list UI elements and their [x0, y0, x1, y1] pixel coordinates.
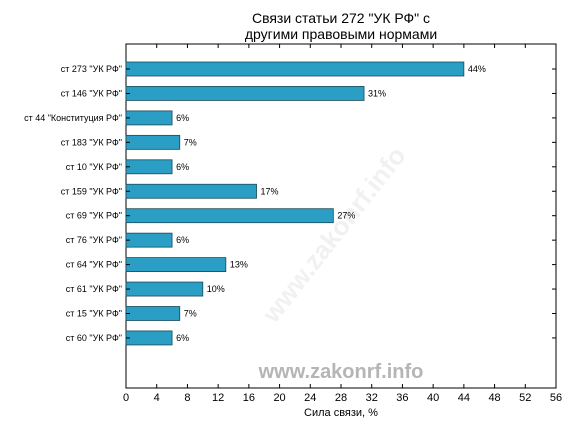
category-label: ст 44 "Конституция РФ": [24, 113, 122, 123]
value-label: 6%: [176, 235, 189, 245]
bar: [125, 281, 204, 297]
category-label: ст 64 "УК РФ": [66, 260, 122, 270]
value-label: 6%: [176, 162, 189, 172]
category-label: ст 15 "УК РФ": [66, 309, 122, 319]
x-tick-label: 48: [488, 392, 500, 404]
watermark-diagonal: www.zakonrf.info: [256, 141, 412, 329]
x-tick-label: 12: [212, 392, 224, 404]
chart-title-line: Связи статьи 272 "УК РФ" с: [252, 10, 430, 26]
x-tick-label: 24: [304, 392, 316, 404]
value-label: 10%: [207, 284, 225, 294]
x-tick-label: 32: [366, 392, 378, 404]
bar: [125, 134, 181, 150]
value-label: 7%: [184, 137, 197, 147]
x-axis-ticks: 0 4 8 12 16 20 24 28 32 36 40 44 48 52 56: [123, 44, 562, 404]
x-axis-title: Сила связи, %: [304, 407, 378, 419]
x-tick-label: 4: [154, 392, 160, 404]
bar: [125, 110, 173, 126]
x-tick-label: 44: [458, 392, 470, 404]
watermark: www.zakonrf.info: [258, 361, 424, 383]
bars-group: [125, 61, 465, 346]
x-tick-label: 40: [427, 392, 439, 404]
value-label: 7%: [184, 309, 197, 319]
bar: [125, 330, 173, 346]
bar: [125, 208, 334, 224]
category-label: ст 60 "УК РФ": [66, 333, 122, 343]
bar: [125, 306, 181, 321]
value-label: 44%: [468, 64, 486, 74]
category-labels: ст 273 "УК РФ" ст 146 "УК РФ" ст 44 "Конст…: [24, 64, 122, 343]
value-labels: 44% 31% 6% 7% 6% 17% 27% 6% 13% 10% 7% 6%: [176, 64, 486, 343]
x-tick-label: 52: [519, 392, 531, 404]
x-tick-label: 28: [335, 392, 347, 404]
x-tick-label: 0: [123, 392, 129, 404]
value-label: 6%: [176, 113, 189, 123]
category-label: ст 159 "УК РФ": [61, 186, 122, 196]
x-tick-label: 8: [184, 392, 190, 404]
x-tick-label: 20: [273, 392, 285, 404]
bar: [125, 232, 173, 248]
value-label: 31%: [368, 88, 386, 98]
value-label: 27%: [337, 211, 355, 221]
bar: [125, 61, 465, 77]
category-label: ст 10 "УК РФ": [66, 162, 122, 172]
x-tick-label: 16: [243, 392, 255, 404]
category-label: ст 183 "УК РФ": [61, 137, 122, 147]
bar: [125, 183, 257, 199]
bar: [125, 257, 227, 273]
category-label: ст 61 "УК РФ": [66, 284, 122, 294]
value-label: 6%: [176, 333, 189, 343]
chart-title-line: другими правовыми нормами: [245, 26, 437, 42]
bar: [125, 86, 365, 101]
category-label: ст 273 "УК РФ": [61, 64, 122, 74]
value-label: 17%: [261, 186, 279, 196]
category-label: ст 69 "УК РФ": [66, 211, 122, 221]
value-label: 13%: [230, 260, 248, 270]
x-tick-label: 36: [396, 392, 408, 404]
category-label: ст 76 "УК РФ": [66, 235, 122, 245]
category-label: ст 146 "УК РФ": [61, 88, 122, 98]
bar: [125, 159, 173, 175]
x-tick-label: 56: [550, 392, 562, 404]
